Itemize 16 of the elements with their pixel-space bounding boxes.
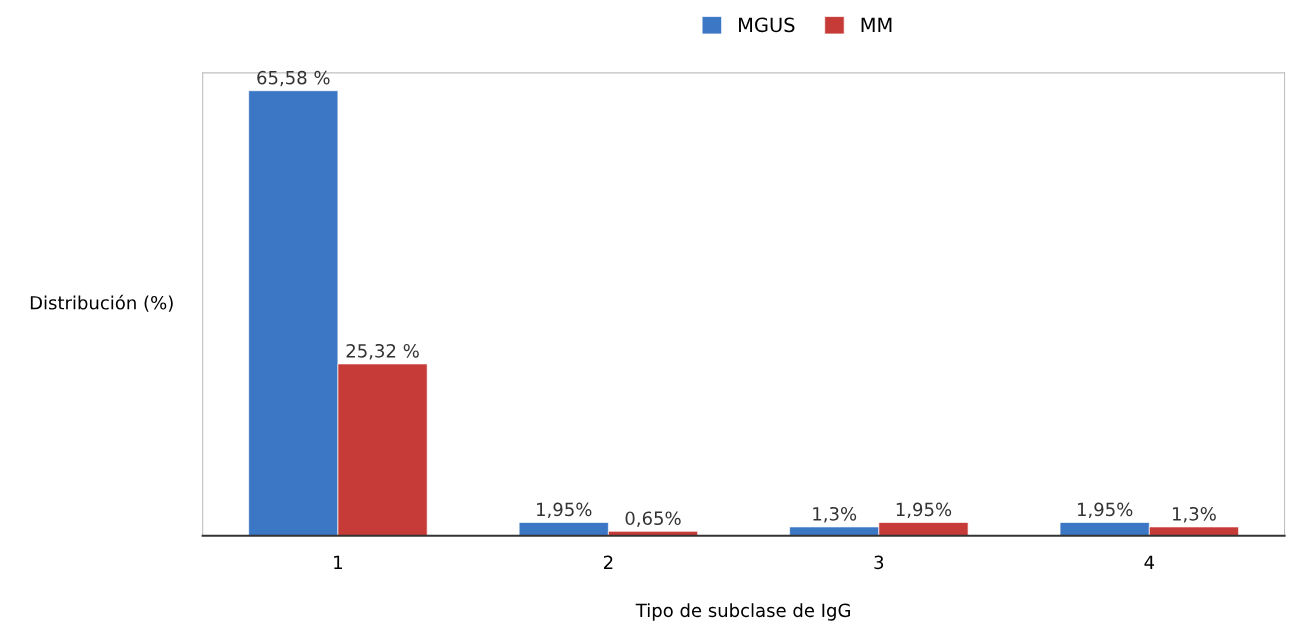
data-label: 25,32 %	[346, 343, 419, 360]
legend-label: MGUS	[739, 17, 795, 33]
data-label: 1,95%	[537, 502, 592, 519]
data-label: 65,58 %	[257, 70, 330, 87]
x-tick-label: 2	[603, 555, 613, 569]
data-label: 1,95%	[896, 502, 952, 519]
data-label: 0,65%	[625, 511, 681, 527]
x-tick-label: 3	[874, 555, 884, 570]
data-label: 1,3%	[1172, 506, 1216, 523]
data-label: 1,95%	[1077, 502, 1133, 519]
x-tick-label: 4	[1144, 555, 1155, 569]
y-axis-title: Distribución (%)	[30, 294, 173, 312]
legend-label: MM	[861, 17, 892, 32]
x-tick-label: 1	[334, 555, 342, 569]
x-axis-title: Tipo de subclase de IgG	[635, 603, 850, 621]
data-label: 1,3%	[813, 506, 857, 523]
